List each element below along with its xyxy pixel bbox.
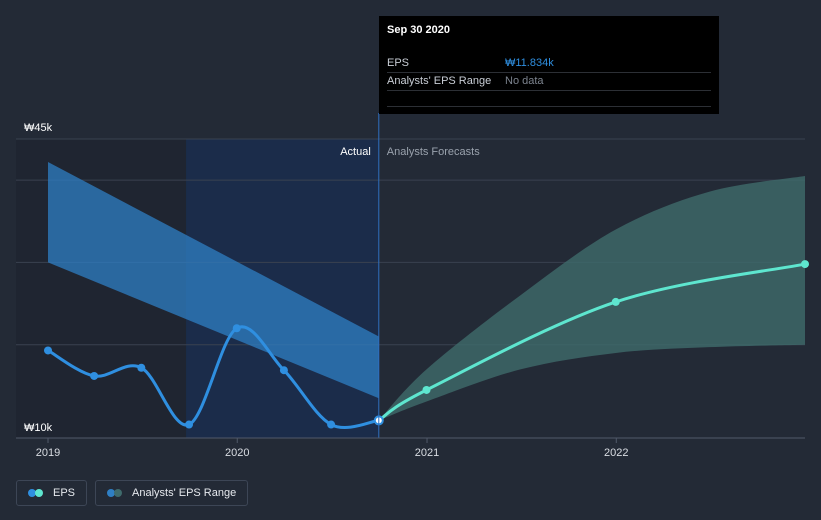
x-tick-label-2: 2021 bbox=[415, 447, 439, 459]
tooltip-eps-label: EPS bbox=[387, 57, 410, 69]
series-0-point-4 bbox=[232, 324, 241, 333]
tooltip-eps-value: ₩11.834k bbox=[505, 57, 554, 69]
analyst-range-forecast-area bbox=[378, 176, 805, 421]
actual-label: Actual bbox=[340, 146, 371, 158]
legend-eps-range-icon bbox=[107, 489, 124, 497]
legend-item-eps[interactable]: EPS bbox=[16, 480, 88, 506]
legend: EPS Analysts' EPS Range bbox=[16, 480, 249, 506]
x-tick-label-3: 2022 bbox=[604, 447, 628, 459]
tooltip-range-label: Analysts' EPS Range bbox=[387, 75, 492, 87]
hover-tooltip: Sep 30 2020 EPS ₩11.834k Analysts' EPS R… bbox=[379, 16, 719, 114]
series-0-point-0 bbox=[44, 346, 52, 355]
legend-eps-icon bbox=[28, 489, 45, 497]
series-1-point-3 bbox=[801, 260, 809, 269]
series-1-point-1 bbox=[422, 385, 431, 394]
y-tick-label-0: ₩45k bbox=[24, 122, 53, 134]
x-tick-label-0: 2019 bbox=[36, 447, 60, 459]
analyst-range-past-area bbox=[48, 162, 379, 399]
series-0-point-3 bbox=[185, 420, 194, 429]
tooltip-row-range: Analysts' EPS Range No data bbox=[387, 73, 711, 91]
x-tick-label-1: 2020 bbox=[225, 447, 249, 459]
tooltip-divider bbox=[387, 106, 711, 107]
legend-eps-range-label: Analysts' EPS Range bbox=[132, 487, 237, 499]
legend-item-eps-range[interactable]: Analysts' EPS Range bbox=[95, 480, 249, 506]
tooltip-date: Sep 30 2020 bbox=[387, 24, 450, 36]
tooltip-row-eps: EPS ₩11.834k bbox=[387, 55, 711, 73]
legend-eps-label: EPS bbox=[53, 487, 76, 499]
series-line-1 bbox=[377, 262, 806, 422]
y-tick-label-1: ₩10k bbox=[24, 422, 53, 434]
forecast-label: Analysts Forecasts bbox=[387, 146, 480, 158]
series-0-point-2 bbox=[137, 363, 146, 372]
series-0-point-5 bbox=[279, 366, 288, 375]
series-line-0 bbox=[47, 325, 380, 430]
series-0-point-6 bbox=[327, 420, 336, 429]
series-0-point-1 bbox=[90, 371, 99, 380]
series-1-point-2 bbox=[611, 297, 620, 306]
tooltip-range-value: No data bbox=[505, 75, 544, 87]
